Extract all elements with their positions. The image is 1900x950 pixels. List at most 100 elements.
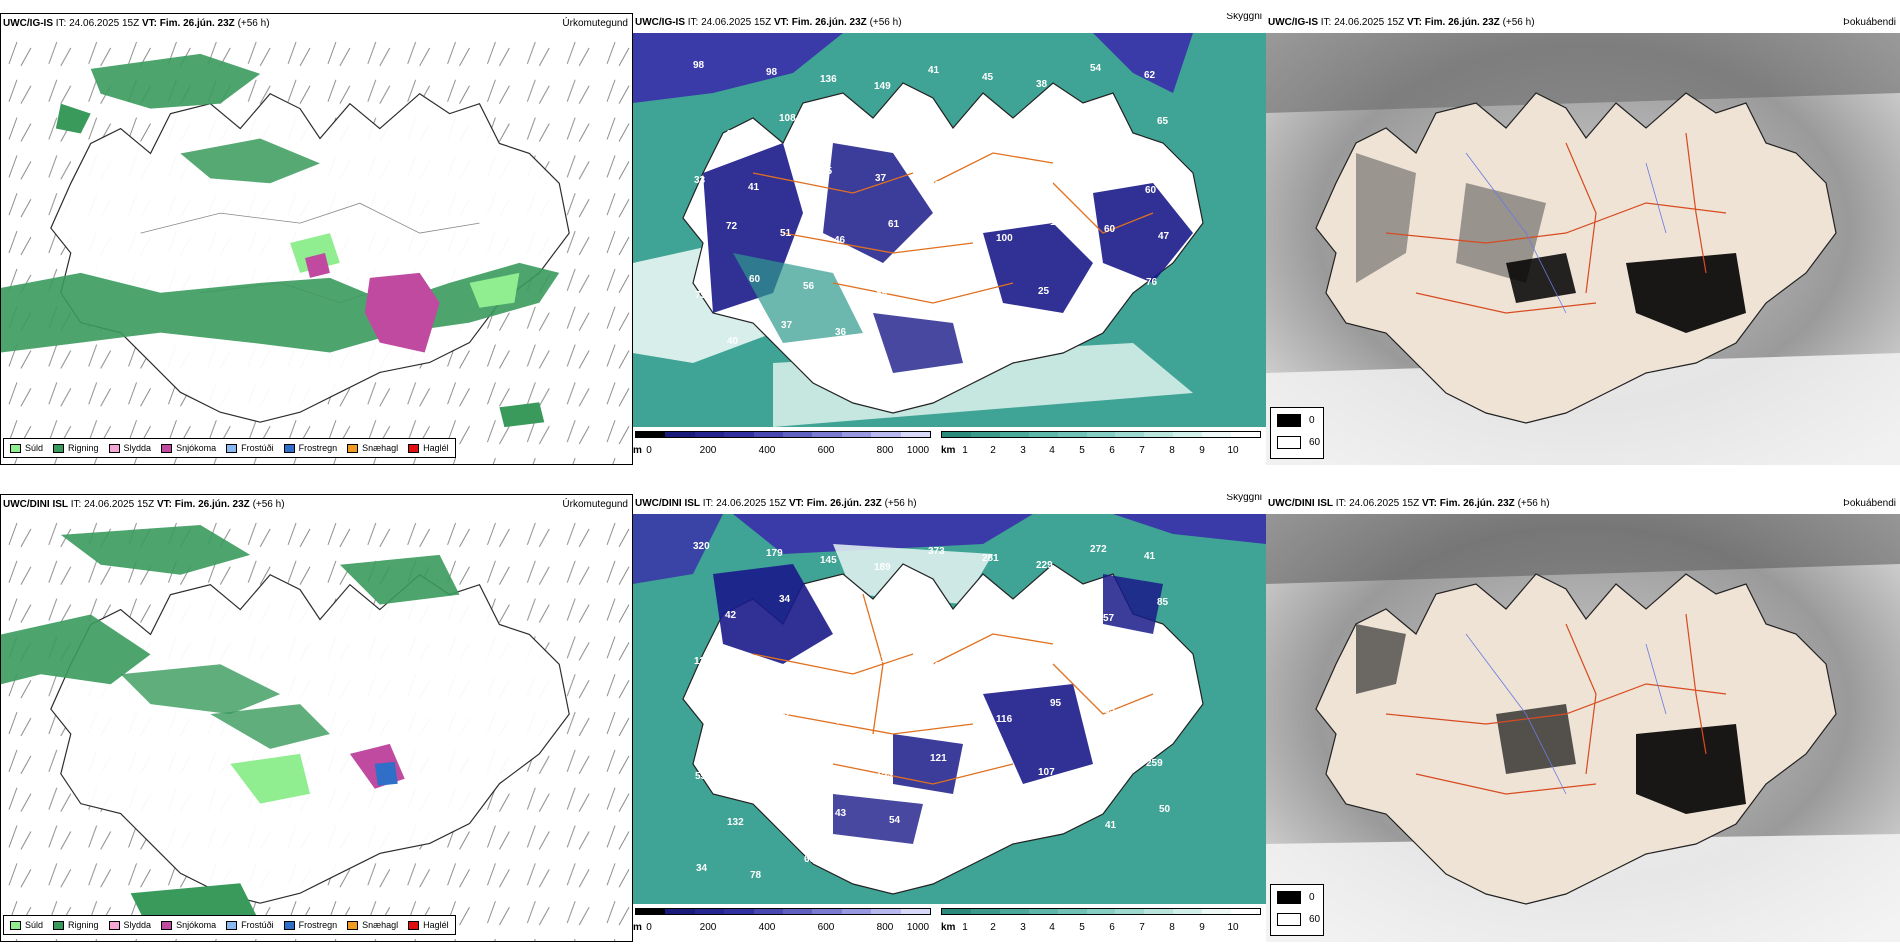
visibility-tick: 6 (1109, 922, 1115, 933)
visibility-value-label: 89 (876, 288, 888, 299)
visibility-value-label: 75 (1103, 132, 1115, 143)
ceiling-tick: 200 (699, 922, 717, 933)
visibility-value-label: 45 (982, 72, 994, 83)
visibility-value-label: 49 (888, 700, 900, 711)
visibility-value-label: 329 (997, 806, 1014, 817)
precip-legend-item: Snjókoma (161, 443, 216, 453)
precip-legend-label: Haglél (423, 920, 449, 930)
precip-swatch (161, 443, 173, 453)
fog-swatch (1277, 436, 1301, 449)
visibility-unit: km (941, 922, 956, 933)
precip-legend-label: Frostregn (298, 443, 338, 453)
fog-legend-label: 0 (1309, 892, 1315, 903)
visibility-value-label: 42 (725, 610, 737, 621)
visibility-tick: 9 (1199, 445, 1205, 456)
valid-label: VT: (788, 498, 804, 509)
valid-label: VT: (1406, 17, 1422, 28)
visibility-value-label: 48 (821, 647, 833, 658)
panel-title: Úrkomutegund (562, 499, 628, 510)
precip-legend-label: Haglél (423, 443, 449, 453)
visibility-value-label: 47 (1158, 231, 1170, 242)
visibility-value-label: 94 (1051, 813, 1063, 824)
visibility-value-label: 85 (1157, 597, 1169, 608)
precip-swatch (283, 443, 295, 453)
ceiling-tick: 800 (876, 922, 894, 933)
visibility-tick: 1 (962, 922, 968, 933)
init-time: IT: 24.06.2025 15Z (687, 17, 772, 28)
visibility-value-label: 98 (693, 60, 705, 71)
precip-panel-top: UWC/IG-IS IT: 24.06.2025 15Z VT: Fim. 26… (0, 13, 633, 465)
visibility-value-label: 100 (996, 233, 1013, 244)
visibility-tick: 7 (1139, 922, 1145, 933)
ceiling-colorbar-bar (635, 908, 931, 915)
panel-header: UWC/DINI ISL IT: 24.06.2025 15Z VT: Fim.… (1, 495, 632, 515)
model-name: UWC/IG-IS (3, 18, 53, 29)
visibility-value-label: 37 (781, 320, 793, 331)
fog-legend-item: 60 (1277, 436, 1320, 449)
visibility-value-label: 54 (889, 815, 901, 826)
panel-header: UWC/IG-IS IT: 24.06.2025 15Z VT: Fim. 26… (1, 14, 632, 34)
visibility-map: 320 179 145 189 373 281 229 272 41 42 34 60 42 136 80 7… (633, 514, 1266, 904)
visibility-value-label: 78 (750, 870, 762, 881)
fog-legend-label: 60 (1309, 437, 1321, 448)
visibility-value-label: 41 (928, 65, 940, 76)
visibility-value-label: 272 (1090, 544, 1107, 555)
visibility-value-label: 56 (803, 281, 815, 292)
ceiling-colorbar-bar (635, 431, 931, 438)
visibility-value-label: 72 (726, 221, 738, 232)
precip-legend-item: Frostúði (226, 920, 274, 930)
precip-legend-label: Rigning (68, 920, 99, 930)
visibility-value-label: 30 (1049, 125, 1061, 136)
visibility-value-label: 60 (833, 601, 845, 612)
visibility-value-label: 65 (1157, 116, 1169, 127)
visibility-value-label: 30 (983, 164, 995, 175)
visibility-map: 98 98 136 149 41 45 38 54 62 48 108 54 63 101 303 30 75 6… (633, 33, 1266, 427)
lead-time: (+56 h) (1517, 498, 1550, 509)
ceiling-tick: 0 (646, 922, 652, 933)
visibility-value-label: 76 (1146, 277, 1158, 288)
visibility-value-label: 41 (748, 182, 760, 193)
valid-time: Fim. 26.jún. 23Z (1424, 17, 1500, 28)
precip-legend-label: Slydda (123, 443, 152, 453)
precip-legend-item: Frostregn (283, 920, 337, 930)
valid-time: Fim. 26.jún. 23Z (174, 499, 250, 510)
fog-swatch (1277, 414, 1301, 427)
visibility-value-label: 132 (727, 817, 744, 828)
visibility-value-label: 59 (984, 760, 996, 771)
visibility-colorbar-bar (941, 431, 1261, 438)
visibility-value-label: 35 (1158, 712, 1170, 723)
fog-legend-item: 0 (1277, 414, 1315, 427)
visibility-value-label: 60 (1104, 224, 1116, 235)
visibility-value-label: 73 (1049, 606, 1061, 617)
visibility-value-label: 38 (1036, 79, 1048, 90)
precip-swatch (53, 920, 65, 930)
visibility-value-label: 36 (835, 327, 847, 338)
visibility-value-label: 54 (833, 120, 845, 131)
fog-map-svg (1266, 514, 1900, 942)
ceiling-tick: 0 (646, 445, 652, 456)
valid-label: VT: (141, 18, 157, 29)
ceiling-colorbar: m 0 200 400 600 800 1000 (633, 908, 933, 938)
fog-swatch (1277, 913, 1301, 926)
visibility-value-label: 38 (1091, 178, 1103, 189)
visibility-tick: 4 (1049, 922, 1055, 933)
visibility-value-label: 80 (1037, 652, 1049, 663)
visibility-colorbar-bar (941, 908, 1261, 915)
visibility-tick: 10 (1227, 922, 1239, 933)
visibility-value-label: 46 (834, 716, 846, 727)
visibility-value-label: 39 (749, 755, 761, 766)
visibility-value-label: 60 (749, 274, 761, 285)
visibility-tick: 1 (962, 445, 968, 456)
panel-header: UWC/DINI ISL IT: 24.06.2025 15Z VT: Fim.… (1266, 494, 1900, 514)
precip-legend-label: Snjókoma (176, 920, 217, 930)
panel-title: Skyggni (1226, 494, 1262, 503)
precip-legend-label: Slydda (123, 920, 152, 930)
visibility-value-label: 42 (887, 608, 899, 619)
visibility-value-label: 320 (693, 541, 710, 552)
model-name: UWC/IG-IS (1268, 17, 1318, 28)
precip-swatch (53, 443, 65, 453)
precip-legend-item: Haglél (408, 920, 449, 930)
visibility-value-label: 145 (820, 555, 837, 566)
visibility-value-label: 60 (1145, 185, 1157, 196)
precip-legend: Súld Rigning Slydda Snjókoma Frostúði Frostre… (3, 915, 456, 935)
